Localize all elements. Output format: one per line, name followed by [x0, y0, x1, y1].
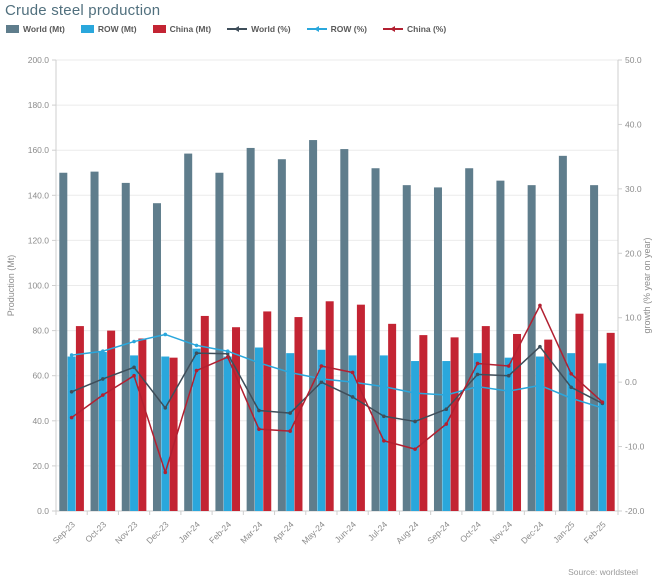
legend-bar-swatch-icon	[6, 25, 19, 33]
svg-text:Mar-24: Mar-24	[238, 519, 264, 545]
svg-text:80.0: 80.0	[32, 326, 49, 336]
page-title: Crude steel production	[5, 2, 161, 19]
svg-text:30.0: 30.0	[625, 184, 642, 194]
legend-bar-swatch-icon	[80, 25, 94, 33]
svg-text:20.0: 20.0	[32, 461, 49, 471]
legend-item-world[interactable]: World (%)	[227, 24, 291, 34]
svg-text:0.0: 0.0	[625, 377, 637, 387]
svg-text:Dec-23: Dec-23	[144, 519, 171, 546]
svg-text:50.0: 50.0	[625, 55, 642, 65]
legend-item-label: China (%)	[407, 24, 447, 34]
line-series-china	[69, 303, 605, 475]
legend-item-label: China (Mt)	[169, 24, 212, 34]
svg-text:May-24: May-24	[300, 519, 327, 546]
svg-text:180.0: 180.0	[28, 100, 50, 110]
svg-text:growth (% year on year): growth (% year on year)	[642, 237, 652, 333]
legend-bar-swatch-icon	[152, 25, 166, 33]
line-series-world	[69, 344, 605, 424]
legend-item-china[interactable]: China (%)	[383, 24, 446, 34]
legend-item-label: World (%)	[251, 24, 291, 34]
legend-line-marker-icon	[227, 25, 248, 33]
legend-item-world-mt[interactable]: World (Mt)	[6, 24, 65, 34]
chart-legend: World (Mt) ROW (Mt) China (Mt) World (%) ROW…	[6, 24, 446, 34]
svg-text:Jan-24: Jan-24	[176, 519, 202, 545]
bar-series-world-mt	[59, 140, 599, 512]
svg-text:40.0: 40.0	[32, 416, 49, 426]
svg-text:10.0: 10.0	[625, 313, 642, 323]
legend-item-row[interactable]: ROW (%)	[306, 24, 367, 34]
legend-item-label: ROW (Mt)	[97, 24, 137, 34]
legend-item-china-mt[interactable]: China (Mt)	[152, 24, 212, 34]
svg-text:100.0: 100.0	[28, 281, 50, 291]
source-label: Source: worldsteel	[568, 567, 638, 577]
legend-item-label: ROW (%)	[330, 24, 367, 34]
svg-text:Jun-24: Jun-24	[333, 519, 359, 545]
svg-text:-10.0: -10.0	[625, 442, 645, 452]
svg-text:-20.0: -20.0	[625, 506, 645, 516]
svg-text:140.0: 140.0	[28, 190, 50, 200]
svg-text:Apr-24: Apr-24	[270, 519, 295, 544]
svg-text:Nov-23: Nov-23	[113, 519, 140, 546]
svg-text:Aug-24: Aug-24	[394, 519, 421, 546]
axis-titles: Production (Mt) growth (% year on year)	[6, 237, 652, 333]
svg-text:Jul-24: Jul-24	[366, 519, 390, 543]
svg-text:Feb-24: Feb-24	[207, 519, 233, 545]
svg-text:120.0: 120.0	[28, 235, 50, 245]
svg-text:Feb-25: Feb-25	[582, 519, 608, 545]
svg-text:0.0: 0.0	[37, 506, 49, 516]
svg-text:40.0: 40.0	[625, 119, 642, 129]
svg-text:Oct-24: Oct-24	[458, 519, 483, 544]
svg-text:Sep-23: Sep-23	[51, 519, 78, 546]
x-axis-ticks: Sep-23 Oct-23 Nov-23 Dec-23 Jan-24 Feb-24 Mar-…	[51, 511, 619, 546]
svg-text:200.0: 200.0	[28, 55, 50, 65]
legend-item-row-mt[interactable]: ROW (Mt)	[80, 24, 137, 34]
svg-text:20.0: 20.0	[625, 248, 642, 258]
left-axis-ticks: 0.0 20.0 40.0 60.0 80.0 100.0 120.0 140.0 160.0 1…	[28, 55, 56, 516]
svg-text:60.0: 60.0	[32, 371, 49, 381]
legend-line-marker-icon	[383, 25, 403, 33]
svg-text:Dec-24: Dec-24	[519, 519, 546, 546]
svg-text:Oct-23: Oct-23	[83, 519, 108, 544]
svg-text:160.0: 160.0	[28, 145, 50, 155]
svg-text:Jan-25: Jan-25	[551, 519, 577, 545]
legend-line-marker-icon	[306, 25, 327, 33]
line-series-row	[69, 332, 605, 410]
right-axis-ticks: -20.0 -10.0 0.0 10.0 20.0 30.0 40.0 50.0	[618, 55, 645, 516]
legend-item-label: World (Mt)	[23, 24, 65, 34]
svg-text:Production (Mt): Production (Mt)	[6, 255, 16, 317]
svg-text:Sep-24: Sep-24	[425, 519, 452, 546]
bar-series-row-mt	[67, 347, 607, 511]
svg-text:Nov-24: Nov-24	[488, 519, 515, 546]
gridlines	[56, 59, 618, 512]
